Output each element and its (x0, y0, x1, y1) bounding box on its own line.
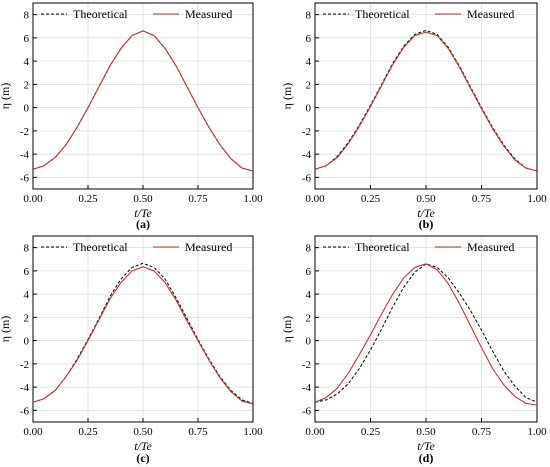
panel-caption: (d) (419, 451, 434, 465)
y-axis-title: η (m) (280, 83, 294, 110)
y-tick-label: -4 (302, 382, 312, 394)
x-tick-label: 0.25 (78, 193, 98, 205)
legend-label-measured: Measured (185, 7, 232, 21)
y-tick-label: 8 (24, 10, 30, 22)
y-tick-label: -6 (20, 405, 30, 417)
y-tick-label: -2 (20, 359, 29, 371)
y-tick-label: 0 (306, 336, 312, 348)
y-tick-label: 4 (24, 56, 30, 68)
x-tick-label: 0.75 (472, 426, 492, 438)
panel-caption: (b) (419, 217, 434, 231)
x-axis-title: t/Te (134, 439, 152, 453)
x-tick-label: 0.25 (361, 193, 381, 205)
panel-caption: (a) (136, 217, 150, 231)
y-tick-label: 0 (306, 103, 312, 115)
y-tick-label: 4 (24, 289, 30, 301)
x-tick-label: 0.00 (23, 426, 43, 438)
y-tick-label: 2 (306, 79, 312, 91)
x-tick-label: 0.00 (23, 193, 43, 205)
y-tick-label: 8 (24, 243, 30, 255)
x-axis-title: t/Te (417, 206, 435, 220)
x-tick-label: 0.50 (133, 426, 153, 438)
x-tick-label: 0.25 (78, 426, 98, 438)
x-tick-label: 0.00 (305, 426, 325, 438)
y-tick-label: 2 (24, 312, 30, 324)
legend-label-measured: Measured (467, 240, 514, 254)
series-line-theoretical (314, 263, 538, 403)
chart-panel-b: 0.00 0.25 0.50 0.75 1.00 -6 -4 -2 0 2 4 6 8 t/Te η (m)… (280, 2, 547, 231)
y-tick-label: 2 (24, 79, 30, 91)
y-tick-label: -2 (20, 126, 29, 138)
x-tick-label: 1.00 (527, 193, 547, 205)
y-tick-label: -6 (302, 405, 312, 417)
x-tick-label: 0.50 (416, 193, 436, 205)
series-line-measured (314, 263, 538, 406)
legend-label-measured: Measured (185, 240, 232, 254)
y-tick-label: 6 (24, 266, 30, 278)
y-tick-label: 6 (306, 266, 312, 278)
x-tick-label: 0.50 (133, 193, 153, 205)
y-tick-label: 0 (24, 103, 30, 115)
y-axis-title: η (m) (0, 83, 12, 110)
y-axis-title: η (m) (280, 316, 294, 343)
chart-panel-a: 0.00 0.25 0.50 0.75 1.00 -6 -4 -2 0 2 4 6 8 t/Te η (m)… (0, 2, 263, 231)
x-tick-label: 1.00 (243, 193, 263, 205)
y-tick-label: 6 (24, 33, 30, 45)
series-line-measured (32, 30, 254, 172)
series-line-theoretical (32, 262, 254, 404)
y-tick-label: -4 (20, 382, 30, 394)
x-tick-label: 1.00 (243, 426, 263, 438)
y-tick-label: 8 (306, 243, 312, 255)
x-tick-label: 0.75 (188, 193, 208, 205)
y-tick-label: -2 (302, 359, 311, 371)
x-tick-label: 0.00 (305, 193, 325, 205)
y-tick-label: -4 (302, 149, 312, 161)
chart-panel-c: 0.00 0.25 0.50 0.75 1.00 -6 -4 -2 0 2 4 6 8 t/Te η (m)… (0, 235, 263, 465)
legend-label-measured: Measured (467, 7, 514, 21)
series-line-measured (32, 266, 254, 405)
chart-panel-d: 0.00 0.25 0.50 0.75 1.00 -6 -4 -2 0 2 4 6 8 t/Te η (m)… (280, 235, 547, 465)
y-tick-label: 6 (306, 33, 312, 45)
series-line-theoretical (314, 29, 538, 172)
x-tick-label: 0.50 (416, 426, 436, 438)
y-axis-title: η (m) (0, 316, 12, 343)
x-tick-label: 0.25 (361, 426, 381, 438)
y-tick-label: 2 (306, 312, 312, 324)
x-tick-label: 0.75 (472, 193, 492, 205)
legend-label-theoretical: Theoretical (355, 240, 410, 254)
x-tick-label: 0.75 (188, 426, 208, 438)
y-tick-label: 4 (306, 289, 312, 301)
y-tick-label: 0 (24, 336, 30, 348)
y-tick-label: -6 (302, 172, 312, 184)
y-tick-label: 4 (306, 56, 312, 68)
x-tick-label: 1.00 (527, 426, 547, 438)
x-axis-title: t/Te (417, 439, 435, 453)
legend-label-theoretical: Theoretical (355, 7, 410, 21)
y-tick-label: -6 (20, 172, 30, 184)
y-tick-label: -4 (20, 149, 30, 161)
y-tick-label: -2 (302, 126, 311, 138)
series-line-measured (314, 31, 538, 172)
panel-caption: (c) (136, 451, 149, 465)
x-axis-title: t/Te (134, 206, 152, 220)
y-tick-label: 8 (306, 10, 312, 22)
legend-label-theoretical: Theoretical (73, 240, 128, 254)
legend-label-theoretical: Theoretical (73, 7, 128, 21)
